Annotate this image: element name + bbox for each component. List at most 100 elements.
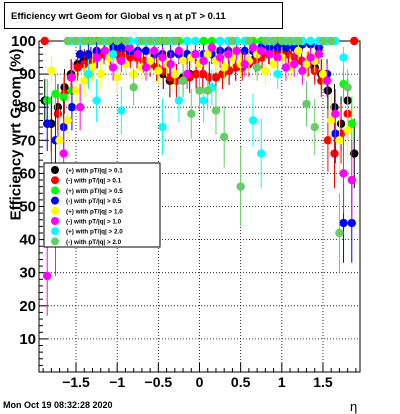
data-point	[108, 63, 118, 72]
data-point	[330, 149, 339, 158]
data-point	[187, 109, 196, 119]
data-point	[207, 43, 217, 52]
data-point	[73, 63, 82, 72]
data-point	[335, 136, 344, 145]
data-point	[302, 59, 311, 69]
data-point	[137, 36, 147, 46]
data-point	[154, 66, 163, 75]
data-point	[80, 76, 89, 85]
data-point	[339, 53, 348, 62]
data-point	[240, 59, 249, 69]
data-point	[75, 50, 85, 59]
data-point	[261, 66, 270, 75]
data-point	[285, 36, 295, 46]
data-point	[252, 63, 262, 72]
data-point	[306, 53, 315, 62]
legend-marker	[51, 217, 59, 225]
data-point	[112, 36, 122, 46]
data-point	[108, 50, 118, 59]
legend-entry: (-) with pT/|q| > 1.0	[66, 219, 122, 226]
y-tick-label: 20	[19, 298, 36, 315]
y-tick-label: 40	[19, 232, 36, 249]
data-point	[330, 103, 339, 112]
data-point	[343, 126, 352, 135]
x-tick-label: 1.5	[313, 374, 333, 390]
data-point	[236, 182, 245, 191]
data-point	[100, 46, 110, 56]
data-point	[199, 96, 208, 105]
y-tick-label: 100	[11, 33, 36, 50]
data-point	[55, 136, 64, 145]
legend-marker	[51, 196, 59, 205]
data-point	[314, 50, 324, 59]
data-point	[141, 63, 151, 72]
data-point	[289, 59, 299, 69]
data-point	[290, 53, 300, 62]
data-point	[145, 36, 155, 46]
data-point	[323, 86, 333, 95]
data-point	[182, 36, 192, 46]
data-point	[211, 106, 221, 115]
data-point	[104, 36, 114, 46]
timestamp-footer: Mon Oct 19 08:32:28 2020	[3, 400, 113, 410]
data-point	[273, 53, 282, 62]
data-point	[170, 36, 180, 46]
data-point	[261, 36, 270, 46]
data-point	[199, 36, 208, 46]
data-point	[162, 36, 171, 46]
data-point	[339, 218, 348, 228]
legend-marker	[51, 237, 59, 246]
data-point	[170, 69, 180, 79]
legend-marker	[51, 227, 59, 236]
data-point	[71, 36, 81, 46]
data-point	[281, 43, 291, 52]
data-point	[277, 36, 287, 46]
y-tick-label: 70	[19, 132, 36, 149]
data-point	[347, 119, 356, 128]
data-point	[141, 46, 151, 56]
data-point	[273, 69, 282, 79]
data-point	[269, 59, 278, 69]
y-tick-label: 50	[19, 199, 36, 216]
data-point	[203, 86, 212, 95]
legend-box	[43, 162, 161, 248]
data-point	[298, 66, 307, 75]
data-point	[117, 43, 126, 52]
data-point	[59, 93, 68, 102]
data-point	[215, 36, 225, 46]
data-point	[343, 83, 352, 92]
data-point	[75, 103, 85, 112]
data-point	[121, 36, 130, 46]
data-point	[248, 43, 258, 52]
data-point	[88, 63, 97, 72]
data-point	[40, 36, 49, 46]
y-tick-label: 60	[19, 165, 36, 182]
data-point	[347, 218, 356, 228]
data-point	[294, 36, 303, 46]
data-point	[198, 69, 207, 79]
data-point	[51, 89, 60, 99]
data-point	[158, 53, 167, 62]
y-tick-label: 30	[19, 265, 36, 282]
data-point	[228, 36, 237, 46]
data-point	[211, 73, 221, 82]
y-tick-label: 90	[19, 66, 36, 83]
data-point	[117, 56, 126, 66]
data-point	[191, 50, 200, 59]
x-axis-label: η	[350, 399, 358, 414]
data-point	[96, 69, 105, 79]
data-point	[215, 53, 225, 62]
data-point	[178, 76, 188, 85]
data-point	[166, 59, 175, 69]
legend-marker	[51, 166, 59, 174]
data-point	[174, 46, 184, 56]
data-point	[244, 36, 254, 46]
data-point	[331, 109, 340, 119]
chart-title: Efficiency wrt Geom for Global vs η at p…	[11, 11, 226, 22]
data-point	[203, 50, 212, 59]
data-point	[240, 46, 249, 56]
data-point	[145, 56, 155, 66]
data-point	[191, 36, 200, 46]
data-point	[71, 86, 81, 95]
data-point	[112, 73, 122, 82]
